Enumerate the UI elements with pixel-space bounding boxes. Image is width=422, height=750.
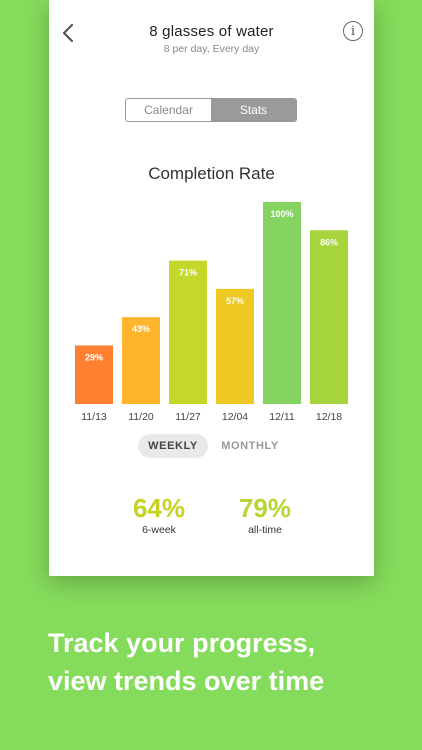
weekly-toggle[interactable]: WEEKLY [138,434,208,458]
stat-value: 79% [238,493,292,523]
tab-stats[interactable]: Stats [211,99,296,121]
monthly-toggle[interactable]: MONTHLY [221,440,279,452]
stat-all-time: 79% all-time [225,494,305,536]
chart-title: Completion Rate [148,164,275,183]
app-screen: 8 glasses of water 8 per day, Every day … [49,0,374,576]
x-tick-label: 11/27 [175,411,201,423]
habit-frequency: 8 per day, Every day [163,43,260,55]
x-tick-label: 12/11 [269,411,295,423]
stat-six-week: 64% 6-week [119,494,199,536]
tagline-line-1: Track your progress, [48,628,316,658]
bar-12/18 [310,230,348,404]
bar-value-label: 43% [132,324,150,334]
stat-value: 64% [132,493,186,523]
period-toggle: WEEKLY MONTHLY [49,434,374,460]
bar-11/13 [75,345,113,404]
stat-label: 6-week [142,524,176,536]
bar-11/20 [122,317,160,404]
habit-title: 8 glasses of water [149,23,274,40]
x-tick-label: 11/13 [81,411,107,423]
completion-rate-chart: 29% 11/13 43% 11/20 71% 11/27 57% 12/04 100% 12/1… [75,202,348,423]
x-tick-label: 12/04 [222,411,248,423]
bar-11/27 [169,260,207,404]
x-tick-label: 12/18 [316,411,342,423]
stat-label: all-time [248,524,282,536]
info-button[interactable]: i [343,21,363,41]
bar-value-label: 57% [226,296,244,306]
x-tick-label: 11/20 [128,411,154,423]
bar-value-label: 86% [320,237,338,247]
chevron-left-icon [62,23,74,43]
view-segmented-control: Calendar Stats [125,98,297,122]
promo-tagline: Track your progress, view trends over ti… [48,624,408,700]
info-icon: i [350,23,356,39]
bar-value-label: 29% [85,352,103,362]
tagline-line-2: view trends over time [48,666,325,696]
bar-12/11 [263,202,301,404]
bar-12/04 [216,288,254,404]
tab-calendar[interactable]: Calendar [144,103,193,117]
back-button[interactable] [57,20,79,46]
bar-value-label: 71% [179,268,197,278]
bar-value-label: 100% [270,209,293,219]
